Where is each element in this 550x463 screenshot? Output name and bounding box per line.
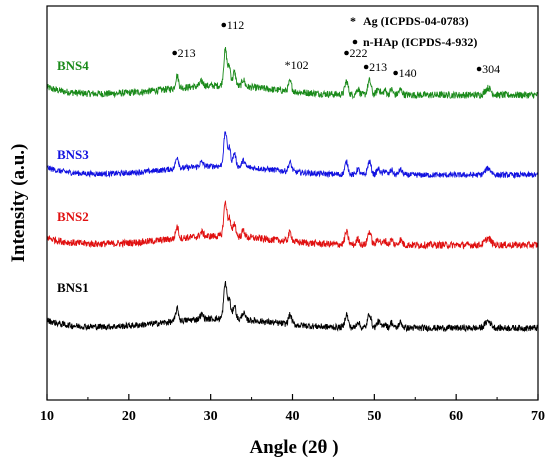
series-label-bns2: BNS2 [57,209,89,224]
peak-annotation-304: 304 [476,62,500,76]
bullet-marker-icon [172,50,177,56]
series-label-bns4: BNS4 [57,58,89,73]
legend-entry-0: * Ag (ICPDS-04-0783) [350,14,469,28]
x-tick-label-20: 20 [122,409,136,424]
bullet-marker-icon [393,70,398,76]
asterisk-marker: * [285,58,291,72]
x-tick-label-10: 10 [40,409,54,424]
x-tick-label-30: 30 [204,409,218,424]
series-label-bns3: BNS3 [57,147,89,162]
series-label-bns1: BNS1 [57,280,89,295]
peak-annotation-112: 112 [221,18,244,32]
x-tick-label-40: 40 [286,409,300,424]
y-axis-title: Intensity (a.u.) [8,144,29,263]
peak-annotation-213: 213 [172,46,196,60]
peak-label: 213 [369,60,387,74]
x-tick-label-70: 70 [531,409,545,424]
peak-label: 213 [178,46,196,60]
peak-label: 140 [399,66,417,80]
legend-bullet-icon [352,39,358,45]
legend-asterisk: * [350,14,356,28]
bullet-marker-icon [363,64,369,70]
labels-layer: BNS4 BNS3 BNS2 BNS1 [57,58,89,295]
peak-label: 112 [227,18,245,32]
legend-text: n-HAp (ICPDS-4-932) [363,35,477,49]
peak-label: 102 [291,58,309,72]
bullet-marker-icon [476,66,482,72]
legend-text: Ag (ICPDS-04-0783) [363,14,469,28]
peak-annotation-213: 213 [363,60,387,74]
legend: * Ag (ICPDS-04-0783) n-HAp (ICPDS-4-932) [350,14,477,49]
series-line-bns2 [46,200,539,250]
x-tick-label-60: 60 [449,409,463,424]
series-line-bns3 [46,131,539,180]
peak-annotation-222: 222 [344,46,368,60]
series-line-bns1 [46,280,539,333]
x-axis-title: Angle (2θ ) [249,437,338,458]
bullet-marker-icon [221,22,227,28]
ticks-layer: 10 20 30 40 50 60 70 [40,394,545,424]
peak-annotation-102: * 102 [285,58,309,72]
peak-label: 222 [350,46,368,60]
peak-label: 304 [482,62,500,76]
bullet-marker-icon [344,50,349,56]
x-tick-label-50: 50 [367,409,381,424]
legend-entry-1: n-HAp (ICPDS-4-932) [352,35,477,49]
series-layer [46,47,539,333]
series-line-bns4 [46,47,539,100]
peak-annotation-140: 140 [393,66,417,80]
